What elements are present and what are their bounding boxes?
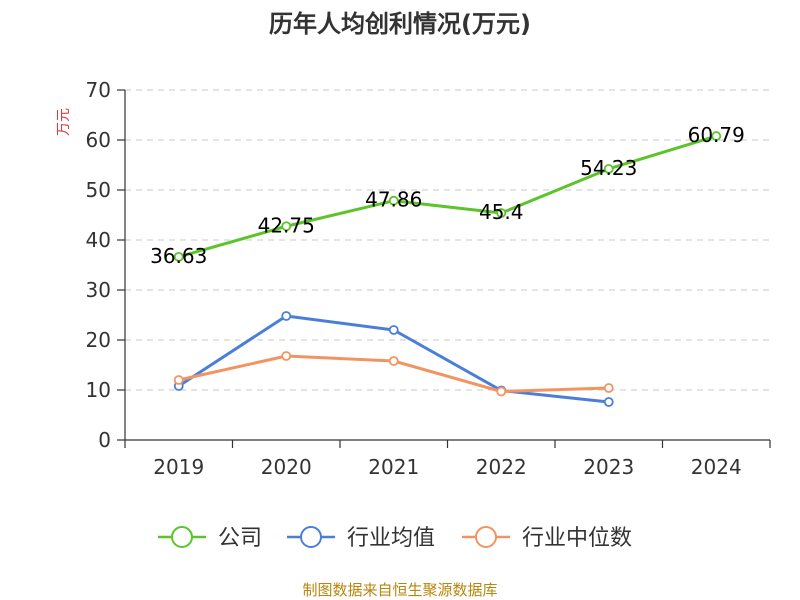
legend-label-0: 公司 (218, 526, 262, 551)
legend-label-1: 行业均值 (347, 526, 435, 551)
y-tick-label-10: 10 (86, 378, 111, 402)
data-point-0-3 (496, 208, 507, 218)
legend-marker-0 (171, 526, 193, 548)
x-tick-label-2020: 2020 (261, 455, 312, 479)
x-tick-label-2023: 2023 (583, 455, 634, 479)
data-label-0-4: 54.23 (580, 156, 637, 180)
x-tick-label-2021: 2021 (368, 455, 419, 479)
legend-item-0[interactable]: 公司 (158, 526, 262, 551)
legend-marker-1 (300, 526, 322, 548)
x-tick-label-2024: 2024 (691, 455, 742, 479)
legend-item-2[interactable]: 行业中位数 (462, 526, 632, 551)
data-point-2-3 (496, 386, 507, 397)
data-point-2-4 (603, 383, 614, 393)
data-label-0-1: 42.75 (258, 213, 315, 237)
data-label-0-0: 36.63 (150, 244, 207, 268)
chart-title: 历年人均创利情况(万元) (269, 10, 531, 38)
data-point-2-1 (281, 351, 292, 361)
data-point-0-0 (173, 251, 184, 262)
data-point-1-1 (281, 311, 292, 321)
x-tick-label-2019: 2019 (153, 455, 204, 479)
data-labels: 36.63 42.75 47.86 45.4 54.23 60.79 (150, 123, 745, 268)
legend[interactable]: 公司 行业均值 行业中位数 (158, 526, 632, 551)
data-point-0-4 (603, 163, 614, 174)
data-point-2-2 (388, 356, 399, 366)
source-note: 制图数据来自恒生聚源数据库 (302, 581, 497, 599)
data-label-0-5: 60.79 (688, 123, 745, 147)
legend-label-2: 行业中位数 (522, 526, 632, 551)
legend-marker-2 (475, 526, 497, 548)
y-tick-label-50: 50 (86, 178, 111, 202)
grid-lines (125, 89, 770, 391)
series-lines (173, 131, 722, 407)
data-point-0-1 (281, 221, 292, 232)
x-tick-label-2022: 2022 (476, 455, 527, 479)
data-label-0-3: 45.4 (479, 200, 524, 224)
data-point-1-2 (388, 325, 399, 335)
data-point-2-0 (173, 375, 184, 385)
axes: 0 10 20 30 40 50 60 70 2019 2020 2021 2022 2023 2024 (86, 78, 771, 479)
series-line-0 (177, 134, 718, 259)
y-tick-label-20: 20 (86, 328, 111, 352)
data-point-0-5 (711, 131, 722, 141)
data-point-1-4 (603, 397, 614, 407)
y-tick-label-60: 60 (86, 128, 111, 152)
y-tick-label-70: 70 (86, 78, 111, 102)
y-tick-label-0: 0 (98, 428, 111, 452)
y-tick-label-30: 30 (86, 278, 111, 302)
y-axis-label: 万元 (56, 108, 72, 136)
y-tick-label-40: 40 (86, 228, 111, 252)
data-point-0-2 (388, 195, 399, 206)
legend-item-1[interactable]: 行业均值 (287, 526, 435, 551)
data-label-0-2: 47.86 (365, 188, 422, 212)
